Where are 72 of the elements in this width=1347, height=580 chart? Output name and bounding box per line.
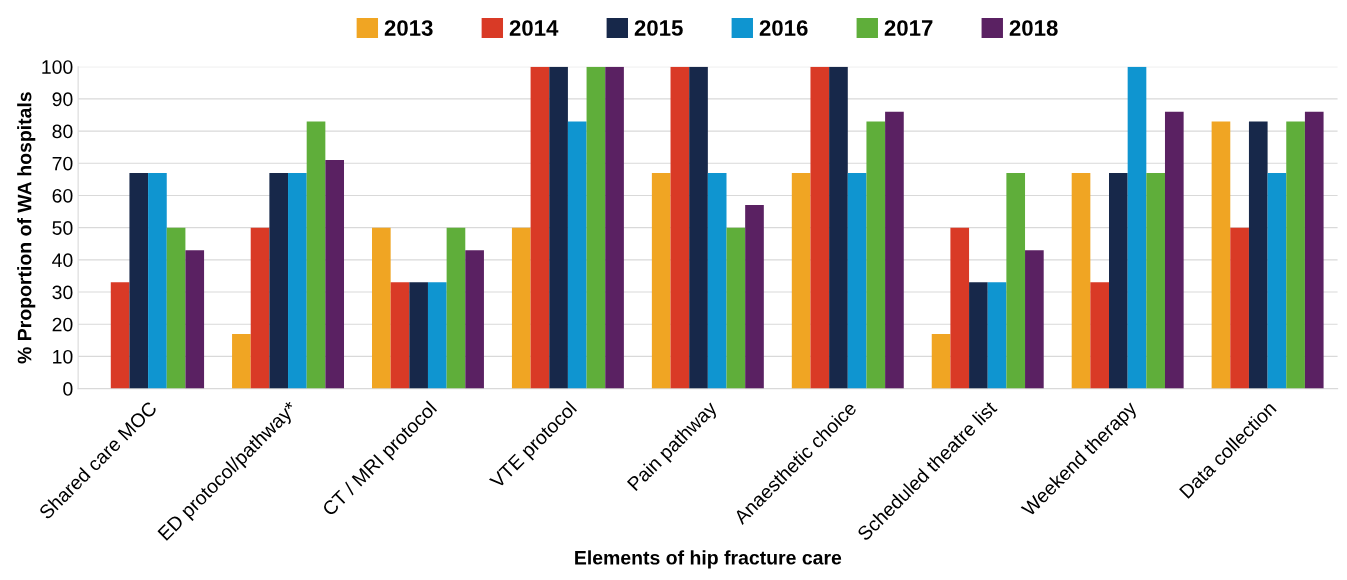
bar bbox=[829, 66, 848, 389]
bar bbox=[847, 172, 867, 389]
bar bbox=[1267, 172, 1287, 389]
y-tick-label: 30 bbox=[52, 285, 73, 300]
bar bbox=[148, 172, 167, 389]
bar bbox=[530, 66, 550, 389]
legend-label: 2013 bbox=[384, 20, 433, 36]
bar bbox=[689, 66, 708, 389]
y-tick-label: 60 bbox=[52, 188, 73, 203]
bar bbox=[885, 111, 904, 389]
bar bbox=[810, 66, 830, 389]
bar bbox=[726, 227, 746, 389]
bar bbox=[306, 121, 326, 389]
bar bbox=[586, 66, 606, 389]
bar bbox=[1127, 66, 1147, 389]
bar bbox=[1071, 172, 1091, 389]
y-tick-label: 80 bbox=[52, 124, 73, 139]
bar bbox=[1025, 250, 1044, 389]
legend-label: 2017 bbox=[884, 20, 933, 36]
bar bbox=[549, 66, 568, 389]
y-tick-label: 20 bbox=[52, 317, 73, 332]
bar bbox=[269, 172, 289, 389]
legend-label: 2018 bbox=[1009, 20, 1058, 36]
bar bbox=[567, 121, 587, 389]
bar bbox=[745, 205, 764, 389]
bar bbox=[605, 66, 624, 389]
bar bbox=[1146, 172, 1165, 389]
bar bbox=[670, 66, 690, 389]
bar bbox=[969, 282, 988, 389]
bar bbox=[110, 282, 130, 389]
bar bbox=[185, 250, 205, 389]
y-axis-title: % Proportion of WA hospitals bbox=[17, 92, 36, 364]
bar bbox=[651, 172, 671, 389]
bar bbox=[372, 227, 391, 389]
y-tick-label: 100 bbox=[42, 60, 73, 74]
y-tick-label: 10 bbox=[53, 349, 73, 364]
bar bbox=[390, 282, 410, 389]
bar bbox=[791, 172, 811, 389]
bar bbox=[427, 282, 447, 389]
bar bbox=[931, 333, 951, 389]
bar bbox=[1248, 121, 1268, 389]
bar bbox=[1304, 111, 1324, 389]
bar bbox=[409, 282, 428, 389]
bar bbox=[511, 227, 531, 389]
bar bbox=[1090, 282, 1110, 389]
bar bbox=[1211, 121, 1231, 389]
bar bbox=[1164, 111, 1184, 389]
y-tick-label: 40 bbox=[52, 253, 73, 268]
y-tick-label: 90 bbox=[52, 92, 73, 107]
bar bbox=[866, 121, 886, 389]
bar bbox=[1109, 172, 1128, 389]
x-axis-title: Elements of hip fracture care bbox=[575, 550, 842, 569]
bar bbox=[465, 250, 484, 389]
legend-label: 2015 bbox=[634, 20, 683, 36]
legend-label: 2016 bbox=[759, 20, 808, 36]
bar bbox=[446, 227, 466, 389]
bar bbox=[950, 227, 970, 389]
y-tick-label: 70 bbox=[52, 156, 73, 171]
bar bbox=[129, 172, 149, 389]
bar bbox=[1286, 121, 1305, 389]
bar bbox=[1230, 227, 1249, 389]
legend-label: 2014 bbox=[509, 20, 559, 36]
bar bbox=[707, 172, 727, 389]
bar bbox=[250, 227, 270, 389]
bar bbox=[987, 282, 1007, 389]
bar bbox=[232, 333, 251, 389]
y-tick-label: 50 bbox=[52, 221, 73, 235]
y-tick-label: 0 bbox=[63, 382, 73, 396]
bar bbox=[166, 227, 186, 389]
bar bbox=[1006, 172, 1026, 389]
bar bbox=[288, 172, 307, 389]
bar bbox=[325, 160, 345, 389]
